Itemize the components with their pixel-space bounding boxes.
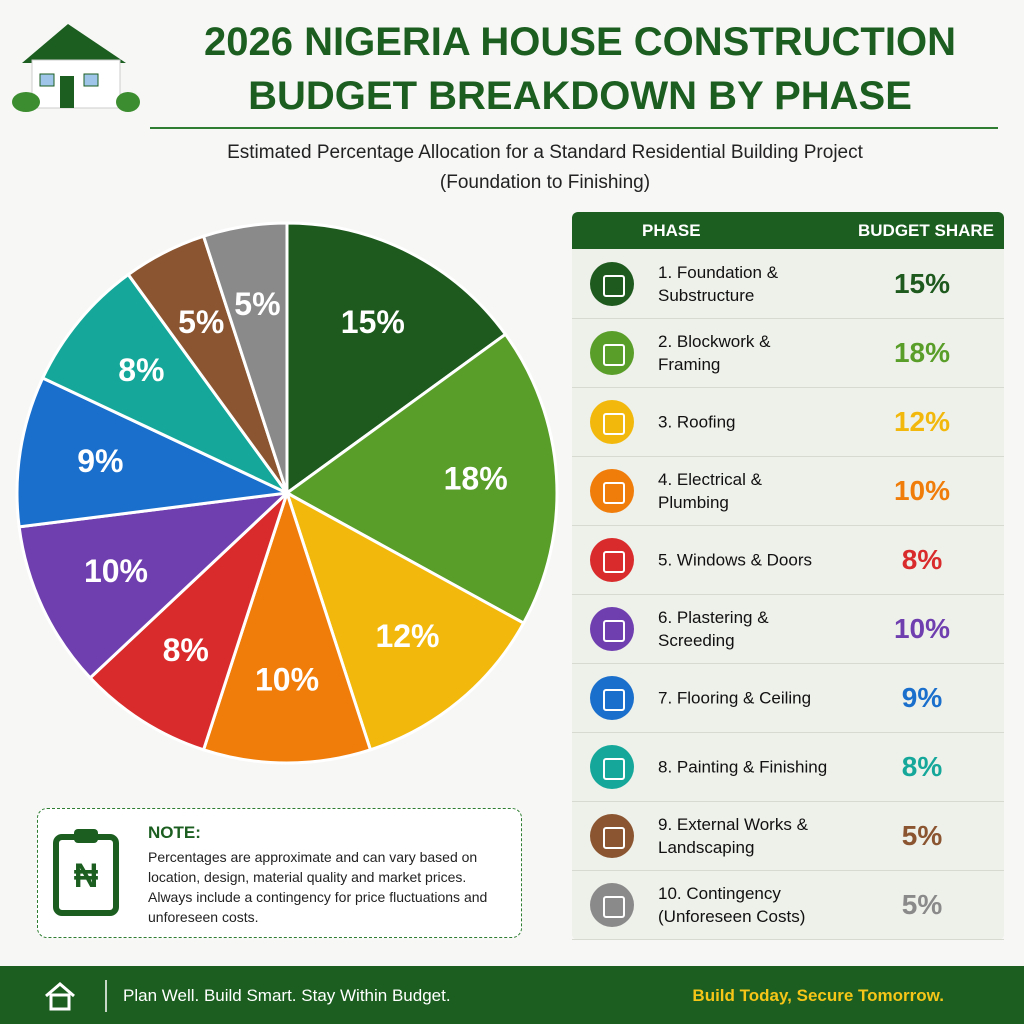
slice-label: 15% bbox=[341, 304, 405, 340]
title-line-2: BUDGET BREAKDOWN BY PHASE bbox=[248, 74, 912, 118]
phase-name: 6. Plastering & Screeding bbox=[658, 608, 769, 650]
phase-name: 3. Roofing bbox=[658, 412, 736, 432]
pie-slice bbox=[284, 332, 559, 626]
slice-label: 10% bbox=[84, 553, 148, 589]
phase-name: 9. External Works & Landscaping bbox=[658, 815, 808, 857]
row-icon bbox=[590, 607, 634, 651]
row-icon bbox=[590, 469, 634, 513]
table-row: 3. Roofing 12% bbox=[572, 388, 1004, 457]
slice-label: 12% bbox=[375, 618, 439, 654]
table-row: 6. Plastering & Screeding 10% bbox=[572, 595, 1004, 664]
table-row: 2. Blockwork & Framing 18% bbox=[572, 319, 1004, 388]
phase-share: 10% bbox=[893, 613, 951, 644]
pie-slice bbox=[201, 488, 373, 765]
subtitle-line-1: Estimated Percentage Allocation for a St… bbox=[227, 142, 863, 163]
phase-name: 8. Painting & Finishing bbox=[658, 757, 828, 777]
pie-slice bbox=[285, 221, 508, 496]
budget-table: PHASE BUDGET SHARE 1. Foundation & Subst… bbox=[572, 212, 1004, 940]
table-row: 8. Painting & Finishing 8% bbox=[572, 733, 1004, 802]
slice-label: 5% bbox=[178, 304, 224, 340]
phase-name: 4. Electrical & Plumbing bbox=[658, 470, 762, 512]
row-icon bbox=[590, 331, 634, 375]
footer-right: Build Today, Secure Tomorrow. bbox=[692, 986, 944, 1005]
phase-share: 10% bbox=[893, 475, 951, 506]
phase-share: 8% bbox=[901, 544, 943, 575]
row-icon bbox=[590, 883, 634, 927]
table-row: 10. Contingency (Unforeseen Costs) 5% bbox=[572, 871, 1004, 940]
pie-slice bbox=[40, 272, 289, 495]
row-icon bbox=[590, 262, 634, 306]
phase-share: 5% bbox=[901, 889, 943, 920]
note-icon: ₦ bbox=[53, 829, 119, 916]
pie-slice bbox=[15, 376, 293, 529]
row-icon bbox=[590, 538, 634, 582]
note-text: Percentages are approximate and can vary… bbox=[148, 849, 488, 925]
phase-name: 1. Foundation & Substructure bbox=[658, 263, 779, 305]
svg-text:₦: ₦ bbox=[74, 857, 99, 895]
footer: Plan Well. Build Smart. Stay Within Budg… bbox=[0, 966, 1024, 1024]
table-row: 1. Foundation & Substructure 15% bbox=[572, 250, 1004, 319]
phase-share: 5% bbox=[901, 820, 943, 851]
house-icon bbox=[12, 24, 140, 112]
slice-label: 10% bbox=[255, 661, 319, 697]
phase-share: 15% bbox=[893, 268, 951, 299]
table-header: PHASE BUDGET SHARE bbox=[572, 212, 1004, 249]
pie-slice bbox=[17, 490, 292, 680]
divider bbox=[150, 127, 998, 129]
pie-slice bbox=[284, 489, 526, 752]
footer-left: Plan Well. Build Smart. Stay Within Budg… bbox=[123, 986, 451, 1005]
phase-name: 7. Flooring & Ceiling bbox=[658, 688, 812, 708]
pie-chart: 15% 18% 12% 10% 8% 10% 9% 8% 5% 5% bbox=[15, 221, 559, 765]
table-row: 7. Flooring & Ceiling 9% bbox=[572, 664, 1004, 733]
footer-icon bbox=[45, 980, 107, 1012]
row-icon bbox=[590, 814, 634, 858]
slice-label: 18% bbox=[444, 461, 508, 497]
row-icon bbox=[590, 745, 634, 789]
phase-share: 8% bbox=[901, 751, 943, 782]
phase-name: 10. Contingency (Unforeseen Costs) bbox=[658, 884, 806, 926]
phase-name: 5. Windows & Doors bbox=[658, 550, 812, 570]
table-row: 4. Electrical & Plumbing 10% bbox=[572, 457, 1004, 526]
pie-slice bbox=[201, 221, 289, 494]
table-row: 9. External Works & Landscaping 5% bbox=[572, 802, 1004, 871]
row-icon bbox=[590, 400, 634, 444]
slice-label: 5% bbox=[234, 286, 280, 322]
phase-share: 18% bbox=[893, 337, 951, 368]
phase-share: 9% bbox=[901, 682, 943, 713]
subtitle-line-2: (Foundation to Finishing) bbox=[439, 172, 651, 193]
title-line-1: 2026 NIGERIA HOUSE CONSTRUCTION bbox=[204, 20, 956, 64]
slice-label: 8% bbox=[163, 632, 209, 668]
phase-name: 2. Blockwork & Framing bbox=[658, 332, 771, 374]
row-icon bbox=[590, 676, 634, 720]
header-share: BUDGET SHARE bbox=[858, 221, 995, 240]
note-box: ₦ NOTE: Percentages are approximate and … bbox=[37, 808, 522, 938]
phase-share: 12% bbox=[893, 406, 951, 437]
header-phase: PHASE bbox=[642, 221, 701, 240]
slice-label: 8% bbox=[118, 352, 164, 388]
pie-slice bbox=[88, 491, 289, 752]
table-row: 5. Windows & Doors 8% bbox=[572, 526, 1004, 595]
slice-label: 9% bbox=[77, 443, 123, 479]
note-title: NOTE: bbox=[148, 823, 201, 842]
